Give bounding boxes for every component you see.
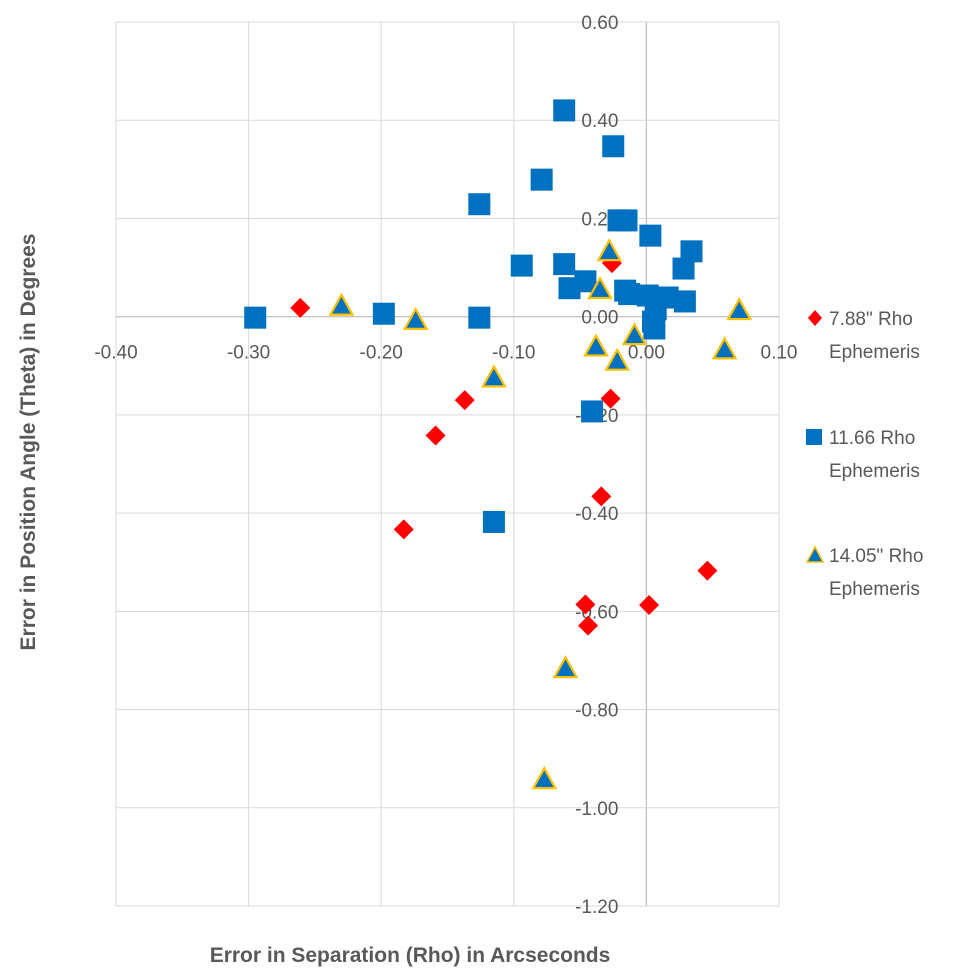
diamond-point [600,388,621,409]
square-point [680,240,703,263]
triangle-point [604,347,631,371]
diamond-point [639,594,660,615]
triangle-point [711,336,738,360]
square-point [574,270,597,293]
y-tick-label: 0.40 [581,111,618,132]
y-tick-label: -1.20 [575,897,618,918]
square-point [482,510,505,533]
diamond-point [578,615,599,636]
x-tick-label: -0.40 [94,343,137,364]
square-point [643,317,666,340]
legend-triangle-icon [805,545,825,563]
y-tick-label: 0.00 [581,308,618,329]
square-point [553,253,576,276]
diamond-point [591,486,612,507]
legend-label: Ephemeris [829,342,920,363]
x-tick-label: -0.20 [360,343,403,364]
legend-item-3: 14.05" Rho Ephemeris [805,545,923,600]
x-tick-label: -0.10 [492,343,535,364]
triangle-point [552,655,579,679]
square-point [510,254,533,277]
square-point [614,279,637,302]
square-point [372,302,395,325]
triangle-point [621,322,648,346]
x-tick-label: 0.10 [761,343,798,364]
square-point [639,224,662,247]
triangle-point [328,292,355,316]
x-tick-label: -0.30 [227,343,270,364]
tick-labels: -0.40 -0.30 -0.20 -0.10 0.00 0.100.600.400.20… [94,13,797,918]
triangle-point [583,333,609,357]
square-point [468,306,491,329]
series-3 [328,238,753,790]
triangle-point [531,766,558,790]
triangle-point [596,238,623,262]
square-point [244,306,267,329]
y-tick-label: -0.40 [575,504,618,525]
gridlines [115,21,780,907]
x-tick-label: 0.00 [628,343,665,364]
square-point [602,135,625,158]
square-point [581,400,604,423]
square-point [530,168,553,191]
data-points [244,99,753,790]
y-axis-title: Error in Position Angle (Theta) in Degre… [17,234,40,651]
square-point [607,209,630,232]
x-axis-title: Error in Separation (Rho) in Arcseconds [210,944,611,967]
diamond-point [290,297,311,318]
y-tick-label: 0.60 [581,13,618,34]
diamond-point [393,519,414,540]
legend-label: 11.66 Rho [829,428,915,449]
legend-label: Ephemeris [829,579,920,600]
legend-item-2: 11.66 Rho Ephemeris [806,428,920,482]
diamond-point [575,594,596,615]
square-point [468,193,491,216]
series-2 [244,99,703,533]
square-point [553,99,576,122]
diamond-point [454,390,475,411]
diamond-point [425,425,446,446]
legend-square-icon [806,429,822,445]
legend-item-1: 7.88" Rho Ephemeris [808,309,920,363]
square-point [673,290,696,313]
diamond-point [697,560,718,581]
axes [116,22,779,906]
legend-label: Ephemeris [829,461,920,482]
triangle-point [481,364,507,388]
legend-diamond-icon [808,310,822,326]
triangle-point [726,297,753,321]
square-point [672,257,695,280]
y-tick-label: -1.00 [575,799,618,820]
series-1 [290,253,718,636]
triangle-point [402,306,429,331]
y-tick-label: -0.80 [575,701,618,722]
triangle-point [587,275,613,300]
legend-label: 14.05" Rho [829,546,923,567]
legend-label: 7.88" Rho [829,309,913,330]
